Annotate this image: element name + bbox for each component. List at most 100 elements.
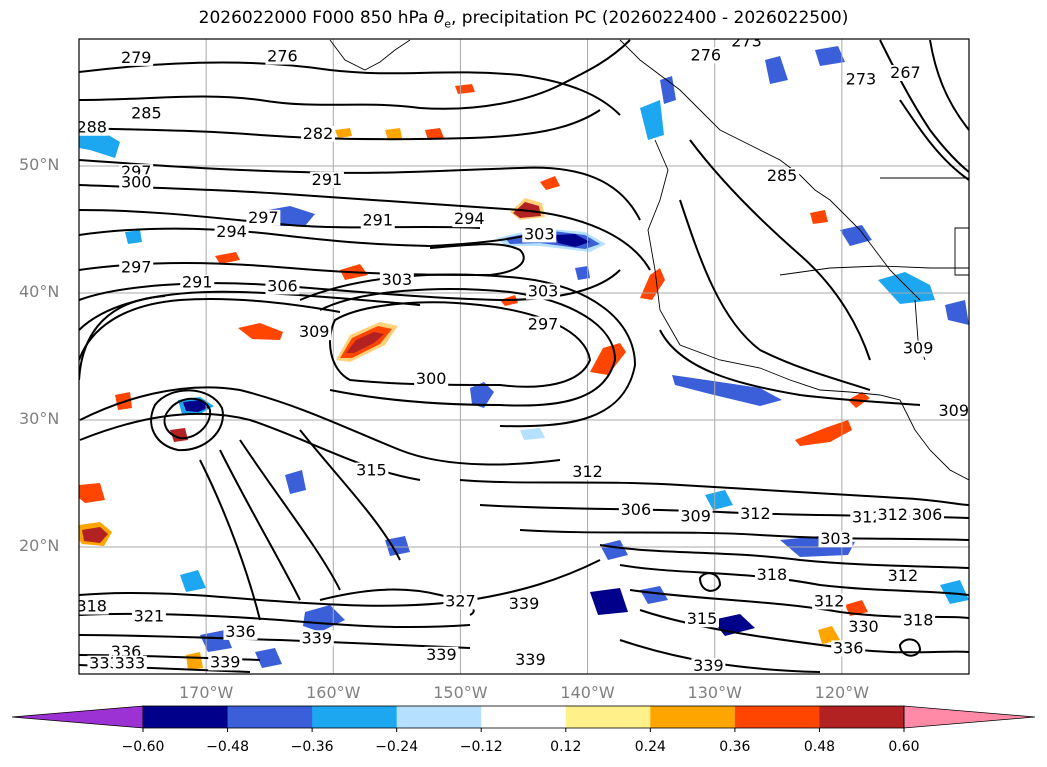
longitude-tick-label: 140°W [560,683,615,702]
contour-label: 312 [814,591,845,610]
colorbar [11,705,1036,732]
contour-label-background [526,283,561,300]
contour-label: 318 [76,597,107,616]
longitude-tick-label: 170°W [178,683,234,702]
coastlines [329,39,969,481]
contour-label-background [223,623,258,640]
contour-label: 291 [312,170,343,189]
contour-label: 303 [820,529,851,548]
colorbar-tick-label: −0.36 [290,739,334,755]
contour-label-background [79,598,109,615]
contour-label: 303 [382,270,413,289]
contour-label-background [119,259,154,276]
contour-label: 339 [693,656,724,675]
contour-label-background [299,630,334,647]
contour-label-background [885,568,920,585]
contour-label: 303 [528,282,559,301]
contour-label-background [910,507,945,524]
colorbar-under-extension [11,705,144,729]
contour-label-background [812,593,847,610]
colorbar-segment [396,706,482,728]
contour-label: 333 [89,654,120,673]
colorbar-segment [143,706,229,728]
contour-label: 297 [248,208,279,227]
contour-label-background [309,171,344,188]
contour-label: 312 [852,508,883,527]
contour-label: 306 [621,500,652,519]
contour-label: 306 [912,505,943,524]
contour-label-background [119,174,154,191]
contour-label-background [265,48,300,65]
colorbar-over-extension [903,705,1036,729]
contour-label: 339 [301,628,332,647]
contour-label: 273 [846,69,877,88]
colorbar-segment [227,706,313,728]
colorbar-tick-label: 0.60 [888,739,920,755]
contour-label: 309 [680,506,711,525]
contour-label: 309 [299,322,330,341]
colorbar-tick-label: 0.24 [634,739,666,755]
contour-label: 288 [76,118,107,137]
contour-label: 291 [363,210,394,229]
contour-label: 321 [134,607,165,626]
contour-label: 318 [903,610,934,629]
latitude-tick-label: 20°N [19,536,60,555]
contour-label: 309 [938,401,969,420]
contour-label-background [246,209,281,226]
longitude-tick-label: 120°W [814,683,870,702]
contour-label: 309 [903,339,934,358]
contour-label-background [691,658,726,674]
contour-label: 339 [210,652,241,671]
contour-label: 303 [524,224,555,243]
contour-label: 306 [267,276,298,295]
contour-label-background [901,340,936,357]
contour-label-background [843,71,878,88]
contour-label: 339 [509,594,540,613]
contour-label-background [729,39,764,50]
contour-label: 336 [833,638,864,657]
contour-label: 276 [691,45,722,64]
contour-label: 285 [767,166,798,185]
contour-label-background [360,212,395,229]
contour-label: 267 [890,63,921,82]
contour-label-background [818,531,853,548]
contour-label: 276 [267,47,298,66]
contour-label-background [180,274,215,291]
colorbar-tick-label: 0.36 [719,739,751,755]
colorbar-tick-label: −0.48 [206,739,249,755]
contour-label-background [129,105,164,122]
contour-label: 312 [740,504,771,523]
colorbar-segment [565,706,651,728]
colorbar-segment [819,706,905,728]
longitude-tick-label: 160°W [306,683,361,702]
map-frame [78,38,970,675]
contour-label-background [414,371,449,388]
contour-label: 312 [888,566,919,585]
colorbar-segment [481,706,567,728]
contour-label: 297 [121,257,152,276]
contour-label-background [831,640,866,657]
contour-label: 294 [454,209,485,228]
contour-label-background [112,655,147,672]
map-title: 2026022000 F000 850 hPa θe, precipitatio… [198,8,849,31]
contour-label-background [570,463,605,480]
contour-label-background [265,278,300,295]
contour-label-background [379,272,414,289]
contour-label: 279 [121,48,152,67]
contour-label: 315 [356,461,387,480]
contour-label-background [443,593,478,610]
longitude-tick-label: 130°W [687,683,742,702]
colorbar-segment [650,706,736,728]
contour-label-background [678,508,713,525]
contour-label-background [214,223,249,240]
contour-label-background [119,49,154,66]
contour-label-background [846,618,881,635]
contour-label: 273 [731,31,762,50]
contour-label-background [507,595,541,612]
contour-label-background [208,654,243,671]
latitude-tick-label: 40°N [19,282,60,301]
contour-label: 300 [121,172,152,191]
contour-label-background [354,462,389,479]
